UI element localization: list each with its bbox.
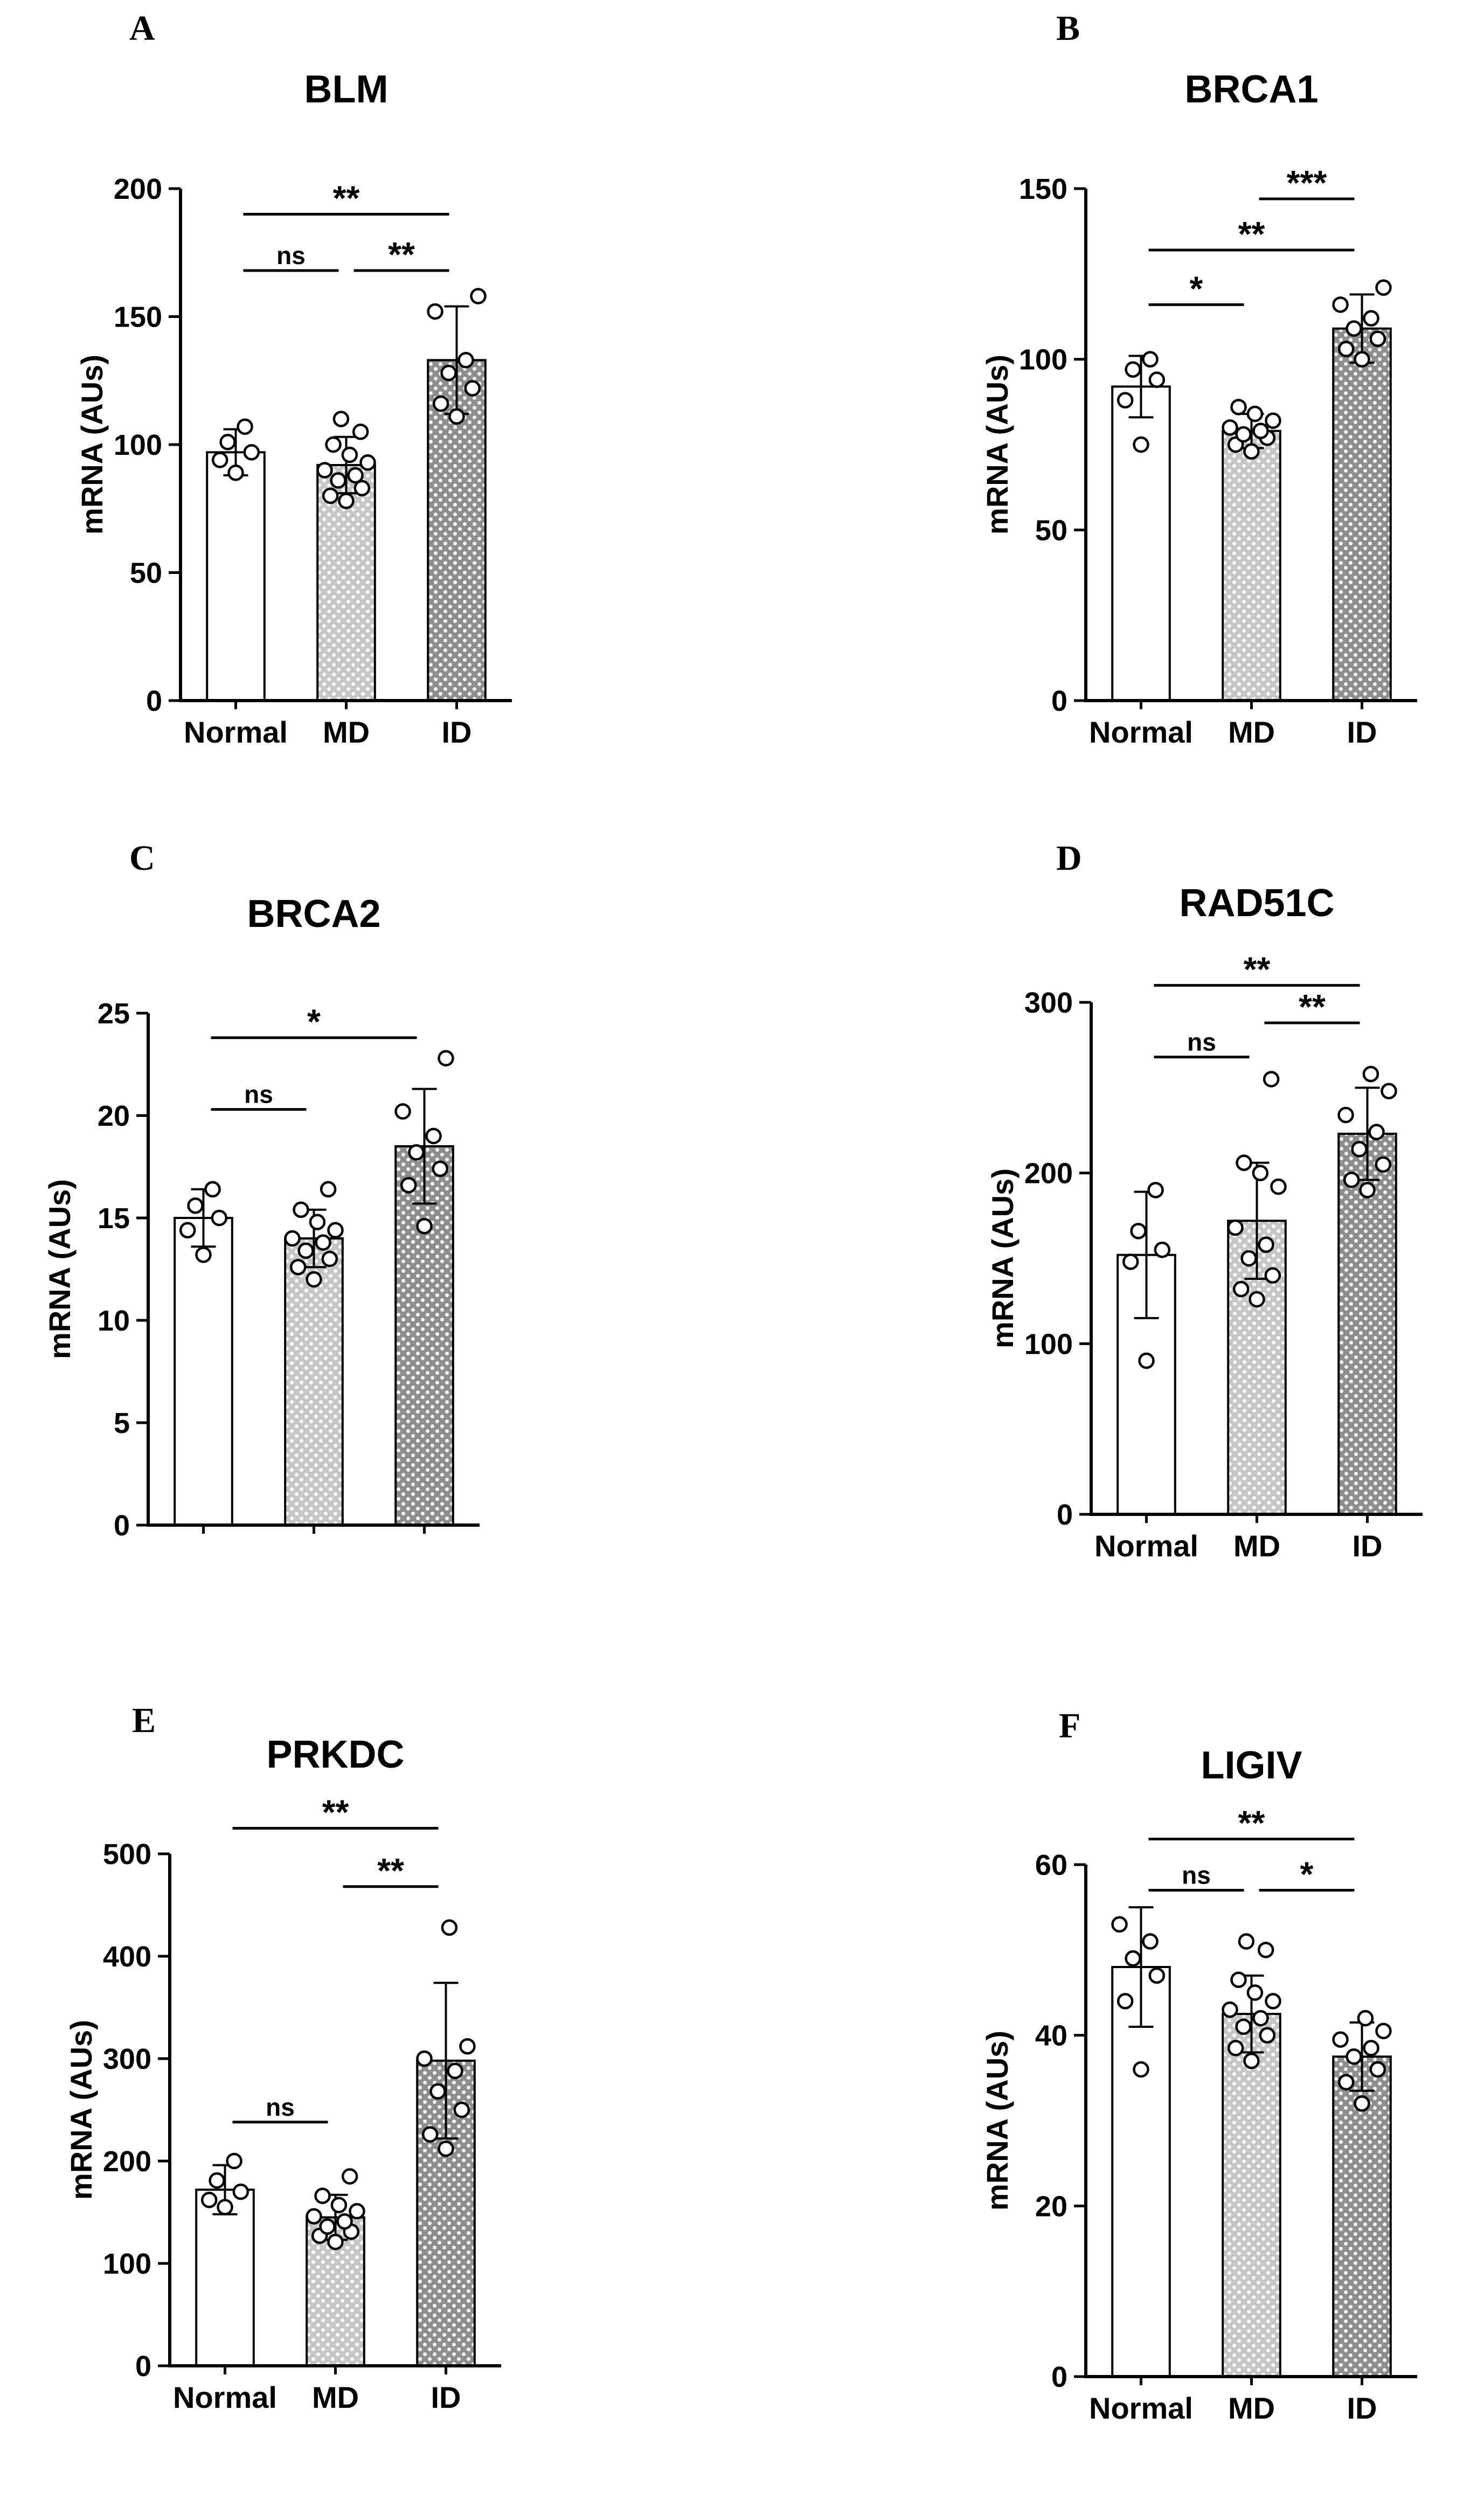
svg-text:ID: ID — [442, 715, 472, 749]
svg-text:Normal: Normal — [173, 2380, 277, 2414]
svg-text:**: ** — [322, 1793, 349, 1832]
svg-text:20: 20 — [1035, 2190, 1067, 2222]
svg-text:**: ** — [1299, 987, 1326, 1026]
panel-f-ligiv: ns * ** 0 20 40 60 Normal MD ID mRNA (AUs) LIGIV — [970, 1703, 1455, 2457]
svg-text:BRCA1: BRCA1 — [1184, 68, 1318, 111]
chart-brca2-bar-chart: ns * 0 5 10 15 20 25 mRNA (AUs) BRCA2 — [43, 892, 480, 1542]
svg-text:*: * — [1300, 1855, 1314, 1894]
panel-letter-f: F — [1059, 1706, 1081, 1746]
svg-text:MD: MD — [323, 715, 370, 749]
svg-text:MD: MD — [1228, 715, 1275, 749]
svg-text:*: * — [307, 1002, 321, 1041]
svg-text:150: 150 — [114, 301, 162, 334]
svg-text:BLM: BLM — [304, 68, 389, 111]
svg-text:ID: ID — [431, 2380, 461, 2414]
panel-d-rad51c: ns ** ** 0 100 200 300 Normal MD ID mRNA (AUs) RAD5… — [975, 841, 1460, 1595]
svg-text:ID: ID — [1347, 715, 1377, 749]
svg-text:100: 100 — [1024, 1328, 1073, 1360]
svg-text:0: 0 — [1051, 685, 1067, 717]
panel-letter-b: B — [1056, 9, 1080, 48]
svg-text:300: 300 — [1024, 987, 1073, 1019]
svg-text:ID: ID — [1347, 2391, 1377, 2425]
svg-text:Normal: Normal — [1089, 715, 1193, 749]
svg-text:Normal: Normal — [1094, 1529, 1198, 1563]
svg-text:50: 50 — [1035, 514, 1067, 546]
svg-text:mRNA (AUs): mRNA (AUs) — [980, 355, 1014, 535]
svg-text:40: 40 — [1035, 2020, 1067, 2052]
chart-blm-bar-chart: ns ** ** 0 50 100 150 200 Normal MD ID mRNA (AUs) BL… — [75, 68, 512, 749]
svg-text:mRNA (AUs): mRNA (AUs) — [986, 1168, 1020, 1348]
svg-text:500: 500 — [103, 1838, 151, 1871]
svg-text:ns: ns — [266, 2093, 295, 2121]
panel-letter-d: D — [1056, 839, 1082, 878]
svg-text:400: 400 — [103, 1941, 151, 1973]
panel-letter-a: A — [129, 9, 155, 48]
svg-text:100: 100 — [1019, 344, 1067, 376]
svg-text:300: 300 — [103, 2043, 151, 2075]
svg-text:ns: ns — [276, 241, 306, 269]
svg-text:**: ** — [1238, 214, 1265, 253]
panel-letter-e: E — [132, 1701, 156, 1740]
svg-text:BRCA2: BRCA2 — [247, 892, 380, 936]
svg-text:200: 200 — [1024, 1158, 1073, 1190]
svg-text:10: 10 — [98, 1305, 130, 1337]
svg-text:20: 20 — [98, 1100, 130, 1132]
svg-text:200: 200 — [103, 2145, 151, 2178]
svg-text:50: 50 — [130, 557, 162, 590]
svg-text:mRNA (AUs): mRNA (AUs) — [43, 1179, 77, 1359]
svg-text:*: * — [1190, 269, 1203, 308]
svg-text:***: *** — [1287, 163, 1327, 202]
svg-text:PRKDC: PRKDC — [266, 1733, 404, 1776]
svg-text:ID: ID — [1353, 1529, 1383, 1563]
svg-text:**: ** — [1238, 1804, 1265, 1843]
svg-text:MD: MD — [1233, 1529, 1280, 1563]
panel-b-brca1: * ** *** 0 50 100 150 Normal MD ID mRNA (AUs) BRCA1 — [970, 27, 1455, 781]
svg-text:MD: MD — [1228, 2391, 1275, 2425]
svg-text:ns: ns — [244, 1081, 273, 1109]
panel-a-blm: ns ** ** 0 50 100 150 200 Normal MD ID mRNA (AUs) BL… — [65, 27, 550, 781]
svg-text:0: 0 — [1057, 1499, 1073, 1531]
svg-text:LIGIV: LIGIV — [1201, 1744, 1302, 1787]
svg-text:**: ** — [1244, 950, 1271, 988]
svg-text:0: 0 — [135, 2350, 151, 2383]
chart-rad51c-bar-chart: ns ** ** 0 100 200 300 Normal MD ID mRNA (AUs) RAD5… — [986, 882, 1423, 1563]
svg-text:mRNA (AUs): mRNA (AUs) — [75, 355, 109, 535]
svg-text:0: 0 — [114, 1509, 130, 1542]
svg-text:0: 0 — [146, 685, 162, 717]
svg-text:0: 0 — [1051, 2361, 1067, 2393]
svg-text:**: ** — [388, 235, 415, 274]
panel-c-brca2: ns * 0 5 10 15 20 25 mRNA (AUs) BRCA2 — [32, 851, 517, 1606]
chart-prkdc-bar-chart: ns ** ** 0 100 200 300 400 500 Normal MD ID mRNA (AU… — [64, 1733, 501, 2414]
svg-text:Normal: Normal — [1089, 2391, 1193, 2425]
svg-text:60: 60 — [1035, 1849, 1067, 1881]
svg-text:ns: ns — [1187, 1028, 1216, 1056]
svg-text:Normal: Normal — [184, 715, 288, 749]
svg-text:15: 15 — [98, 1202, 130, 1235]
svg-text:100: 100 — [114, 429, 162, 461]
svg-text:MD: MD — [312, 2380, 359, 2414]
svg-text:mRNA (AUs): mRNA (AUs) — [64, 2020, 98, 2200]
svg-text:RAD51C: RAD51C — [1179, 882, 1334, 925]
svg-text:mRNA (AUs): mRNA (AUs) — [980, 2031, 1014, 2211]
svg-text:ns: ns — [1182, 1861, 1211, 1889]
svg-text:**: ** — [333, 179, 360, 218]
panel-e-prkdc: ns ** ** 0 100 200 300 400 500 Normal MD ID mRNA (AU… — [54, 1692, 539, 2447]
svg-text:150: 150 — [1019, 173, 1067, 205]
svg-text:200: 200 — [114, 173, 162, 205]
panel-letter-c: C — [129, 839, 155, 878]
svg-text:5: 5 — [114, 1407, 130, 1439]
svg-text:**: ** — [377, 1851, 404, 1890]
svg-text:25: 25 — [98, 998, 130, 1030]
svg-text:100: 100 — [103, 2248, 151, 2280]
